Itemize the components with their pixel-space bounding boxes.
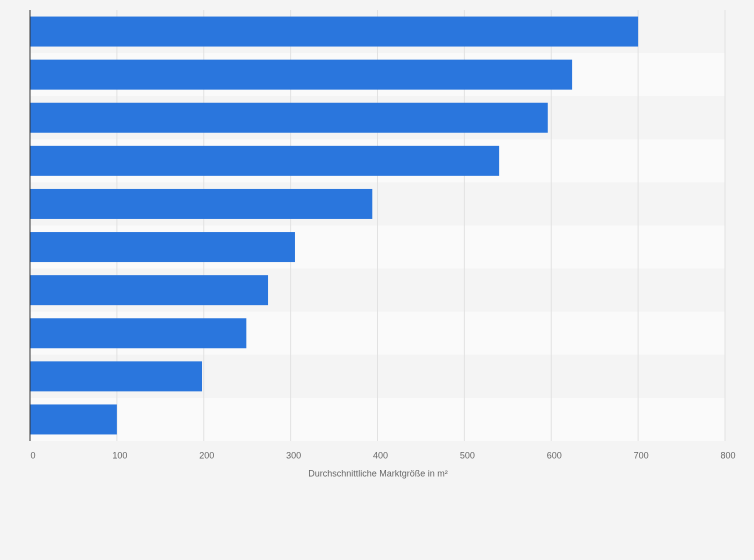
bar <box>30 102 548 133</box>
bar <box>30 232 295 263</box>
bar <box>30 275 269 306</box>
bar <box>30 59 573 90</box>
x-tick-label: 500 <box>460 450 475 460</box>
x-tick-label: 700 <box>634 450 649 460</box>
x-tick-label: 600 <box>547 450 562 460</box>
bar <box>30 16 639 47</box>
bar <box>30 145 500 176</box>
x-tick-label: 0 <box>30 450 35 460</box>
bar <box>30 361 203 392</box>
x-tick-label: 100 <box>112 450 127 460</box>
bar <box>30 318 247 349</box>
x-axis-label: Durchschnittliche Marktgröße in m² <box>308 468 448 478</box>
x-tick-label: 400 <box>373 450 388 460</box>
x-tick-label: 300 <box>286 450 301 460</box>
x-tick-label: 800 <box>720 450 735 460</box>
x-tick-label: 200 <box>199 450 214 460</box>
bar <box>30 404 117 435</box>
bar <box>30 188 373 219</box>
